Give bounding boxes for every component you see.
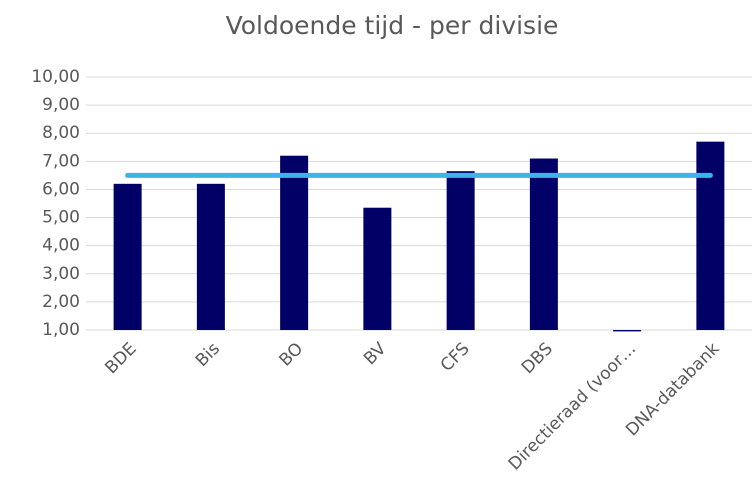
bar xyxy=(529,158,558,330)
x-tick-label: BO xyxy=(276,339,308,371)
y-tick-label: 8,00 xyxy=(42,123,80,143)
y-tick-label: 3,00 xyxy=(42,264,80,284)
x-tick-label: BV xyxy=(360,339,391,370)
bar xyxy=(696,141,725,330)
x-tick-label: DBS xyxy=(518,339,557,378)
bar xyxy=(196,183,225,330)
bar xyxy=(613,330,642,332)
bar xyxy=(280,155,309,330)
y-tick-label: 5,00 xyxy=(42,208,80,228)
y-tick-label: 4,00 xyxy=(42,236,80,256)
chart-title: Voldoende tijd - per divisie xyxy=(226,11,559,40)
bar xyxy=(113,183,142,330)
y-tick-label: 9,00 xyxy=(42,95,80,115)
x-tick-label: CFS xyxy=(437,339,474,376)
y-tick-label: 6,00 xyxy=(42,179,80,199)
y-tick-label: 10,00 xyxy=(31,67,80,87)
x-tick-label: BDE xyxy=(101,339,140,378)
y-tick-label: 1,00 xyxy=(42,320,80,340)
bar xyxy=(446,171,475,330)
y-tick-label: 2,00 xyxy=(42,292,80,312)
y-tick-label: 7,00 xyxy=(42,151,80,171)
x-tick-label: Bis xyxy=(192,339,224,371)
bar xyxy=(363,207,392,330)
